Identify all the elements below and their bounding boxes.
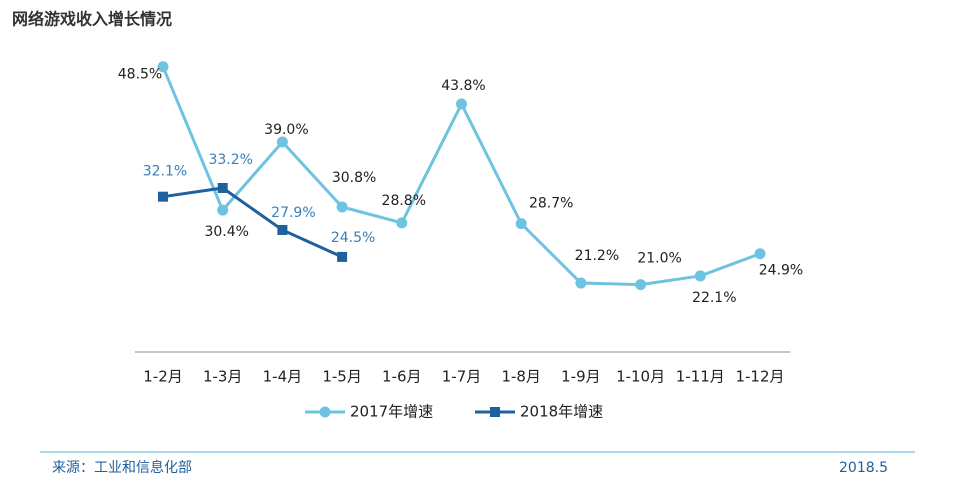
data-label: 21.2% [575, 248, 619, 264]
legend-marker [319, 406, 331, 418]
x-tick-label: 1-3月 [203, 368, 243, 386]
data-label: 24.9% [759, 263, 803, 279]
legend-marker [490, 407, 500, 417]
data-label: 21.0% [637, 251, 681, 267]
date: 2018.5 [839, 460, 888, 476]
x-tick-label: 1-8月 [501, 368, 541, 386]
data-label: 27.9% [271, 205, 315, 221]
x-tick-label: 1-7月 [442, 368, 482, 386]
x-tick-label: 1-10月 [616, 368, 665, 386]
chart-title: 网络游戏收入增长情况 [12, 10, 172, 29]
data-label: 28.8% [382, 193, 426, 209]
data-label: 22.1% [692, 290, 736, 306]
point [694, 270, 706, 282]
data-label: 33.2% [208, 152, 252, 168]
data-label: 28.7% [529, 196, 573, 212]
x-tick-label: 1-12月 [735, 368, 784, 386]
x-tick-label: 1-11月 [676, 368, 725, 386]
point [217, 204, 229, 216]
x-tick-label: 1-4月 [263, 368, 303, 386]
point [276, 136, 288, 148]
point [456, 98, 467, 110]
point [157, 61, 169, 73]
data-label: 39.0% [264, 122, 308, 138]
point [158, 191, 168, 202]
point [754, 248, 766, 260]
x-tick-label: 1-5月 [322, 368, 362, 386]
point [336, 201, 348, 213]
point [396, 217, 408, 229]
legend-label: 2018年增速 [520, 403, 603, 421]
series-line [162, 186, 343, 259]
x-tick-label: 1-6月 [382, 368, 422, 386]
data-label: 48.5% [118, 67, 162, 83]
data-label: 32.1% [143, 164, 187, 180]
point [277, 224, 288, 235]
point [575, 277, 587, 289]
data-label: 30.4% [204, 224, 248, 240]
data-label: 30.8% [332, 170, 376, 186]
x-tick-label: 1-2月 [143, 368, 183, 386]
data-label: 24.5% [331, 230, 375, 246]
x-tick-label: 1-9月 [561, 368, 601, 386]
point [217, 182, 228, 193]
point [515, 218, 527, 230]
point [337, 251, 348, 262]
data-label: 43.8% [441, 78, 485, 94]
point [635, 279, 647, 291]
legend-label: 2017年增速 [350, 403, 433, 421]
source: 来源：工业和信息化部 [52, 459, 192, 476]
